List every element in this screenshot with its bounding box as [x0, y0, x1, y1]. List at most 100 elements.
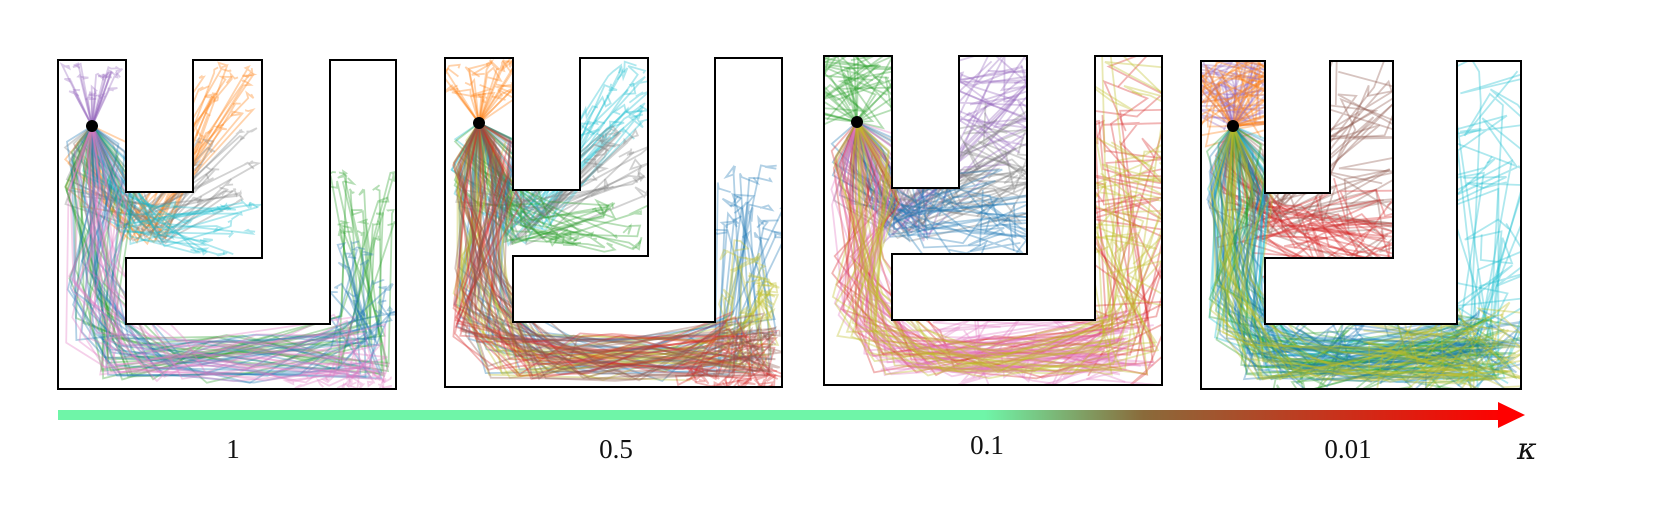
trajectory-line	[452, 122, 774, 387]
trajectory-line	[1223, 125, 1415, 207]
trajectory-line	[478, 122, 640, 241]
trajectory-line	[843, 121, 1123, 371]
trajectory-line	[467, 122, 582, 242]
trajectory-line	[478, 122, 572, 241]
trajectory-line	[1208, 125, 1510, 365]
trajectory-line	[478, 122, 605, 246]
trajectory-line	[838, 121, 1015, 223]
trajectory-line	[1201, 61, 1239, 127]
trajectory-line	[91, 73, 106, 127]
trajectory-line	[91, 125, 360, 380]
trajectory-line	[472, 122, 756, 371]
trajectory-line	[1230, 125, 1513, 379]
trajectory-line	[854, 121, 1162, 376]
trajectory-line	[833, 121, 1162, 364]
trajectory-line	[1214, 125, 1521, 371]
trajectory-line	[478, 122, 562, 247]
trajectory-line	[1215, 125, 1521, 389]
trajectory-line	[470, 122, 776, 361]
trajectory-line	[72, 125, 393, 377]
trajectory-line	[824, 71, 886, 130]
trajectory-line	[1211, 125, 1501, 381]
trajectory-line	[1232, 117, 1521, 379]
trajectory-line	[91, 125, 259, 246]
trajectory-line	[1206, 125, 1493, 381]
trajectory-line	[91, 71, 121, 127]
trajectory-line	[834, 121, 1137, 363]
trajectory-line	[71, 125, 381, 384]
maze-outline	[444, 57, 783, 388]
trajectory-line	[1208, 125, 1478, 378]
maze-outline	[1200, 60, 1522, 390]
trajectory-line	[461, 122, 778, 382]
trajectory-line	[838, 86, 911, 123]
trajectory-line	[68, 125, 374, 388]
trajectory-line	[73, 62, 93, 127]
trajectory-line	[80, 125, 368, 371]
trajectory-line	[856, 81, 1052, 239]
trajectory-line	[478, 59, 506, 124]
trajectory-line	[1209, 125, 1521, 381]
trajectory-line	[852, 117, 1068, 200]
trajectory-line	[1201, 61, 1251, 127]
trajectory-line	[91, 125, 243, 221]
trajectory-line	[445, 67, 480, 124]
trajectory-line	[84, 125, 202, 234]
trajectory-line	[464, 66, 481, 124]
trajectory-line	[70, 71, 258, 210]
maze-panel-0	[57, 59, 397, 390]
trajectory-line	[1232, 125, 1521, 380]
trajectory-line	[470, 122, 760, 380]
trajectory-line	[88, 125, 396, 367]
trajectory-line	[91, 71, 113, 127]
trajectory-line	[474, 122, 759, 364]
trajectory-line	[478, 122, 761, 373]
trajectory-line	[856, 61, 1162, 372]
trajectory-line	[72, 89, 93, 127]
trajectory-line	[1231, 125, 1485, 365]
trajectory-line	[1223, 125, 1458, 381]
trajectory-line	[478, 122, 773, 376]
trajectory-group	[1201, 61, 1521, 389]
trajectory-line	[91, 125, 236, 211]
trajectory-line	[458, 122, 758, 368]
trajectory-line	[478, 122, 651, 227]
trajectory-line	[458, 122, 779, 361]
trajectory-line	[1232, 125, 1408, 235]
trajectory-line	[89, 125, 374, 379]
trajectory-line	[856, 121, 996, 233]
trajectory-line	[82, 125, 176, 241]
trajectory-line	[845, 56, 1162, 358]
trajectory-line	[1201, 66, 1234, 127]
trajectory-line	[1232, 125, 1490, 389]
trajectory-line	[91, 125, 225, 234]
trajectory-line	[1218, 125, 1326, 270]
trajectory-line	[59, 62, 93, 127]
trajectory-line	[91, 125, 228, 257]
trajectory-line	[831, 121, 1162, 380]
trajectory-line	[478, 122, 617, 253]
kappa-axis-arrowhead	[1498, 402, 1525, 428]
trajectory-line	[1218, 125, 1487, 389]
trajectory-line	[470, 92, 488, 124]
trajectory-line	[1220, 125, 1497, 389]
trajectory-line	[824, 56, 873, 123]
trajectory-line	[1212, 125, 1499, 384]
trajectory-line	[91, 110, 245, 227]
trajectory-line	[1232, 102, 1381, 216]
trajectory-line	[74, 125, 220, 228]
trajectory-line	[91, 125, 365, 344]
trajectory-line	[1232, 125, 1521, 366]
trajectory-line	[449, 86, 480, 124]
trajectory-line	[854, 121, 1162, 358]
trajectory-line	[91, 125, 246, 235]
trajectory-line	[75, 125, 361, 365]
trajectory-line	[91, 125, 235, 238]
trajectory-line	[91, 125, 242, 217]
trajectory-line	[478, 65, 629, 230]
trajectory-line	[847, 121, 1135, 379]
trajectory-line	[87, 125, 368, 389]
trajectory-line	[91, 125, 193, 226]
trajectory-line	[1232, 125, 1317, 266]
trajectory-line	[842, 121, 1104, 378]
